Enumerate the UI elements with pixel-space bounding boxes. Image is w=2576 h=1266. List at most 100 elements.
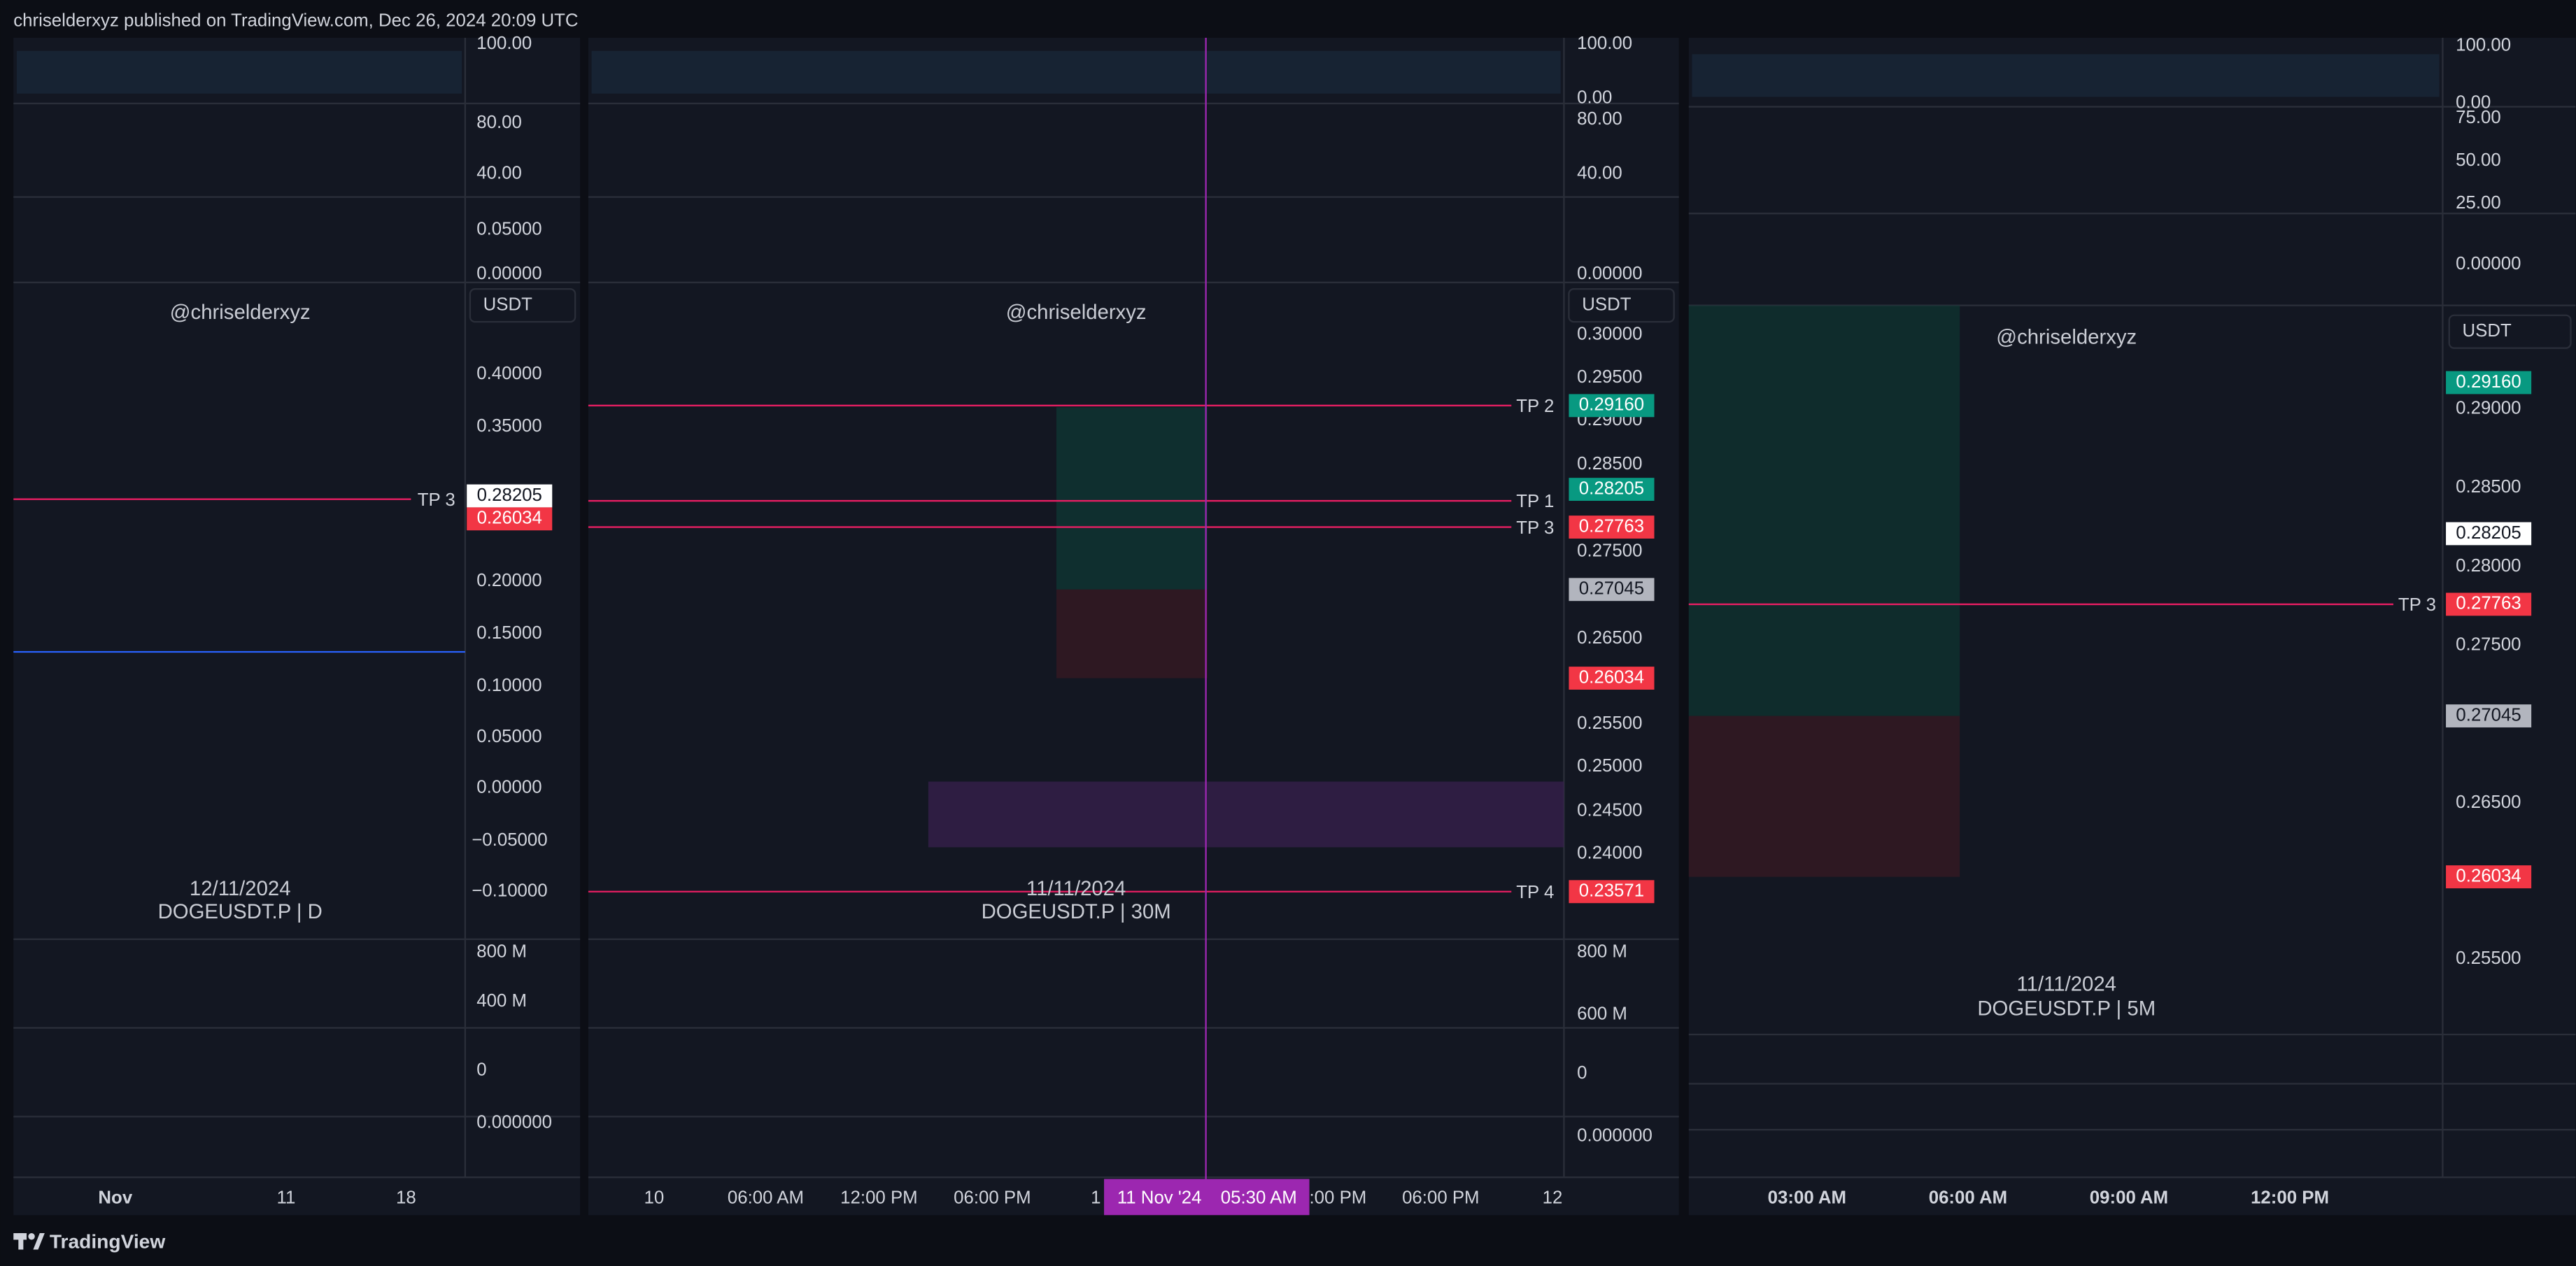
tp-label: TP 1: [1516, 492, 1554, 511]
zone-profit: [1056, 407, 1208, 590]
price-axis-label: 0.30000: [1577, 325, 1642, 344]
currency-button[interactable]: [1568, 288, 1675, 323]
tag-bg: [1569, 394, 1655, 418]
currency[interactable]: USDT: [2463, 321, 2512, 341]
tag-bg: [2446, 592, 2532, 616]
tag-bg: [1569, 667, 1655, 690]
watermark: @chriselderxyz: [1006, 301, 1147, 324]
tag-text: 0.27045: [1579, 579, 1644, 599]
volume-axis-label: 0.000000: [1577, 1125, 1653, 1145]
indicator-axis-label: 40.00: [476, 164, 522, 183]
indicator-axis-label: 40.00: [1577, 164, 1622, 183]
price-axis-label: 0.35000: [476, 416, 542, 436]
zone-profit: [1688, 305, 1960, 716]
indicator-axis-label: 0.00000: [1577, 264, 1642, 283]
tag-bg: [467, 507, 553, 531]
price-axis-label: 0.29500: [1577, 367, 1642, 387]
tag-bg: [2446, 704, 2532, 727]
price-axis-label: 0.25500: [2456, 948, 2521, 968]
price-axis-label: 0.15000: [476, 623, 542, 643]
time-axis-label: :00 PM: [1310, 1188, 1367, 1208]
date: 12/11/2024: [190, 877, 291, 900]
time-axis-label: 03:00 AM: [1768, 1188, 1846, 1208]
zone-loss: [1688, 716, 1960, 877]
osc-band: [16, 50, 462, 94]
price-axis-label: 0.28500: [2456, 477, 2521, 497]
indicator-axis-label: 100.00: [2456, 36, 2511, 55]
time-axis-label: 06:00 AM: [1929, 1188, 2007, 1208]
indicator-axis-label: 0.05000: [476, 219, 542, 239]
tag-bg: [2446, 865, 2532, 889]
crosshair-time: 05:30 AM: [1221, 1188, 1297, 1208]
price-axis-label: 0.05000: [476, 727, 542, 746]
tag-text: 0.29160: [2456, 372, 2521, 392]
price-axis-label: 0.28000: [2456, 556, 2521, 576]
price-axis-label: 0.26500: [2456, 792, 2521, 812]
volume-axis-label: 800 M: [1577, 941, 1627, 961]
price-axis-label: 0.28500: [1577, 454, 1642, 474]
currency-button[interactable]: [469, 288, 576, 323]
panel: [13, 37, 581, 1216]
volume-axis-label: 600 M: [1577, 1004, 1627, 1024]
price-tag: 0.29160: [2446, 371, 2532, 394]
price-axis-label: 0.00000: [476, 778, 542, 797]
brand-logo: [13, 1233, 45, 1250]
indicator-axis-label: 25.00: [2456, 193, 2501, 213]
tag-bg: [2446, 522, 2532, 546]
time-axis-label: 06:00 AM: [728, 1188, 804, 1208]
time-axis-label: 18: [396, 1188, 416, 1208]
price-tag: 0.27045: [2446, 704, 2532, 727]
zone-loss: [1056, 589, 1208, 678]
price-axis-label: 0.29000: [2456, 398, 2521, 418]
date: 11/11/2024: [1026, 877, 1126, 900]
time-axis-label: 12:00 PM: [840, 1188, 918, 1208]
currency[interactable]: USDT: [483, 294, 532, 314]
tag-bg: [467, 484, 553, 508]
price-tag: 0.27763: [1569, 515, 1655, 539]
time-axis-label: 1: [1091, 1188, 1101, 1208]
tag-text: 0.27763: [1579, 516, 1644, 536]
time-axis-label: 10: [644, 1188, 664, 1208]
indicator-axis-label: 80.00: [1577, 109, 1622, 129]
currency[interactable]: USDT: [1582, 294, 1631, 314]
indicator-axis-label: 100.00: [1577, 34, 1632, 53]
time-axis-label: Nov: [98, 1188, 132, 1208]
symbol: DOGEUSDT.P | D: [158, 900, 323, 923]
tag-bg: [1569, 515, 1655, 539]
volume-axis-label: 0: [476, 1060, 486, 1079]
osc-band: [591, 50, 1561, 94]
price-tag: 0.27045: [1569, 578, 1655, 602]
tag-bg: [1569, 478, 1655, 502]
volume-axis-label: 0.000000: [476, 1113, 552, 1132]
tag-text: 0.28205: [1579, 478, 1644, 498]
tp-label: TP 4: [1516, 883, 1554, 902]
watermark: @chriselderxyz: [1996, 325, 2137, 348]
indicator-axis-label: 80.00: [476, 113, 522, 132]
price-axis-label: 0.26500: [1577, 628, 1642, 648]
price-axis-label: 0.24000: [1577, 844, 1642, 863]
price-axis-label: −0.05000: [472, 830, 547, 850]
tp-label: TP 3: [418, 490, 455, 510]
tag-bg: [1569, 578, 1655, 602]
price-tag: 0.23571: [1569, 880, 1655, 904]
tag-text: 0.28205: [2456, 523, 2521, 543]
price-tag: 0.29160: [1569, 394, 1655, 418]
indicator-axis-label: 100.00: [476, 34, 532, 53]
crosshair-date: 11 Nov '24: [1117, 1188, 1202, 1208]
volume-axis-label: 800 M: [476, 941, 527, 961]
tag-text: 0.27045: [2456, 705, 2521, 725]
currency-button[interactable]: [2448, 314, 2572, 349]
tag-text: 0.27763: [2456, 594, 2521, 613]
price-axis-label: 0.25000: [1577, 756, 1642, 776]
price-axis-label: −0.10000: [472, 881, 547, 901]
tag-text: 0.26034: [2456, 866, 2521, 886]
indicator-axis-label: 50.00: [2456, 150, 2501, 170]
tag-text: 0.26034: [477, 508, 542, 528]
tp-label: TP 3: [1516, 518, 1554, 538]
watermark: @chriselderxyz: [170, 301, 311, 324]
indicator-axis-label: 75.00: [2456, 108, 2501, 127]
symbol: DOGEUSDT.P | 5M: [1977, 997, 2156, 1020]
